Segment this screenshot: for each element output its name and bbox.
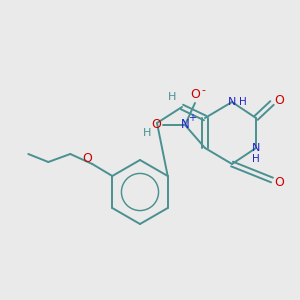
Text: H: H — [143, 128, 151, 138]
Text: -: - — [201, 85, 205, 95]
Text: O: O — [190, 88, 200, 101]
Text: O: O — [274, 176, 284, 188]
Text: H: H — [239, 97, 247, 107]
Text: N: N — [228, 97, 236, 107]
Text: O: O — [82, 152, 92, 166]
Text: +: + — [188, 113, 196, 123]
Text: H: H — [168, 92, 176, 102]
Text: N: N — [252, 143, 260, 153]
Text: O: O — [151, 118, 161, 131]
Text: N: N — [181, 118, 189, 131]
Text: O: O — [274, 94, 284, 107]
Text: H: H — [252, 154, 260, 164]
